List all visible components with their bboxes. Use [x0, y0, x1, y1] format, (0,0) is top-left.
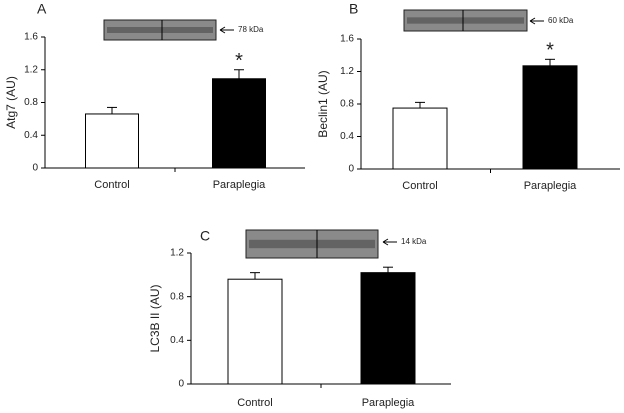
y-tick-label: 0: [178, 379, 184, 390]
bar: [212, 78, 266, 169]
blot-band: [249, 239, 375, 249]
bar: [85, 113, 139, 169]
y-tick-label: 0: [32, 163, 38, 174]
y-tick-label: 1.2: [340, 66, 354, 77]
panel-label: A: [37, 1, 47, 17]
y-tick-label: 0.4: [170, 335, 184, 346]
y-tick-label: 1.2: [170, 248, 184, 259]
blot-arrowhead: [219, 26, 226, 34]
x-tick-label: Paraplegia: [362, 397, 415, 409]
significance-marker: *: [546, 40, 554, 62]
significance-marker: *: [235, 50, 243, 72]
blot-band: [407, 17, 524, 24]
y-axis-label: LC3B II (AU): [148, 284, 162, 352]
y-axis-label: Atg7 (AU): [4, 76, 18, 129]
x-tick-label: Control: [402, 180, 437, 192]
bar: [360, 272, 416, 385]
y-tick-label: 0.8: [170, 291, 184, 302]
y-tick-label: 0.8: [24, 97, 38, 108]
blot-arrowhead: [529, 17, 536, 25]
blot-label: 60 kDa: [548, 16, 574, 25]
y-tick-label: 0.4: [340, 131, 354, 142]
x-tick-label: Control: [237, 397, 272, 409]
y-axis-label: Beclin1 (AU): [316, 70, 330, 137]
bar: [392, 107, 448, 170]
blot-label: 14 kDa: [401, 237, 427, 246]
bar: [522, 65, 578, 170]
y-tick-label: 0.4: [24, 130, 38, 141]
x-tick-label: Control: [94, 179, 129, 191]
blot-arrowhead: [382, 238, 389, 246]
blot-band: [107, 27, 213, 33]
blot-label: 78 kDa: [238, 25, 264, 34]
panel-label: C: [200, 228, 210, 244]
y-tick-label: 1.2: [24, 64, 38, 75]
y-tick-label: 1.6: [24, 32, 38, 43]
panel-label: B: [349, 1, 358, 17]
bar: [227, 278, 283, 385]
y-tick-label: 1.6: [340, 34, 354, 45]
y-tick-label: 0: [348, 164, 354, 175]
x-tick-label: Paraplegia: [213, 179, 266, 191]
x-tick-label: Paraplegia: [524, 180, 577, 192]
y-tick-label: 0.8: [340, 99, 354, 110]
